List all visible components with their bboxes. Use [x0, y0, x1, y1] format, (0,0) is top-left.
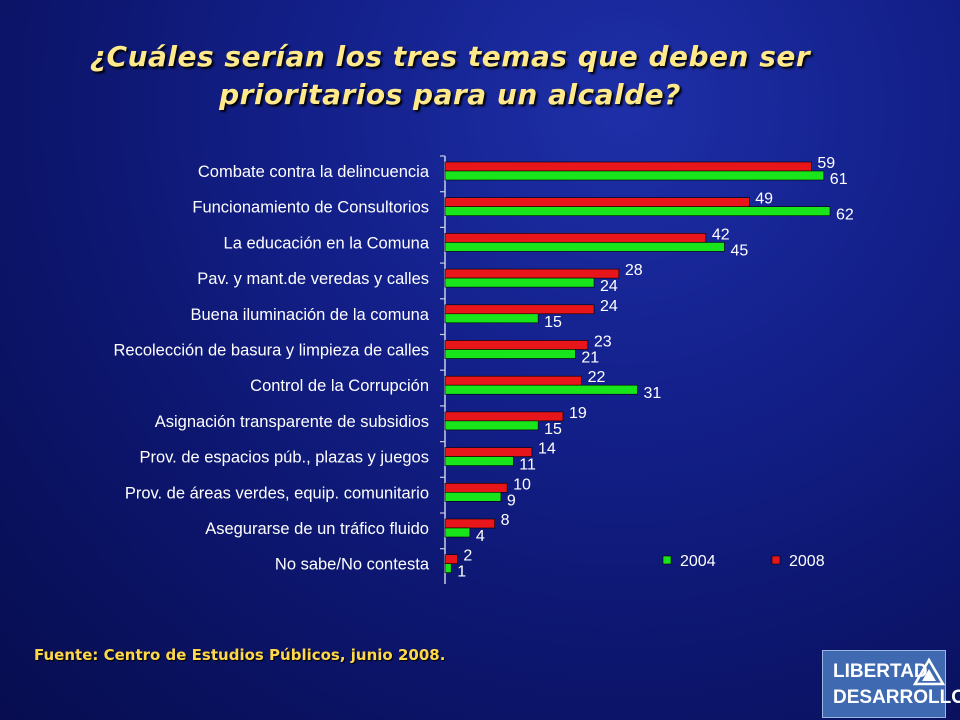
bar-2008: [444, 197, 750, 207]
data-label-2004: 15: [544, 314, 562, 331]
bar-2008: [444, 233, 707, 243]
bar-2008: [444, 375, 582, 386]
legend-swatch-2008: [771, 555, 781, 565]
bar-2008: [444, 340, 589, 350]
bar-2008: [444, 447, 533, 457]
libertad-desarrollo-logo: LIBERTAD DESARROLLO: [822, 650, 960, 718]
bar-2008: [444, 411, 564, 422]
bar-2004: [444, 384, 638, 395]
bar-2008: [444, 482, 508, 493]
category-label: Control de la Corrupción: [250, 377, 429, 395]
bar-2004: [444, 313, 539, 324]
category-label: Asignación transparente de subsidios: [155, 413, 429, 431]
data-label-2008: 14: [538, 441, 556, 458]
logo-emblem-icon: [912, 657, 946, 686]
bar-2004: [444, 242, 725, 252]
data-label-2008: 23: [594, 334, 612, 351]
data-label-2004: 1: [457, 564, 466, 581]
category-label: Pav. y mant.de veredas y calles: [197, 270, 429, 288]
data-label-2008: 19: [569, 405, 587, 422]
category-label: La educación en la Comuna: [224, 234, 430, 252]
bar-2004: [444, 349, 576, 359]
category-label: Asegurarse de un tráfico fluido: [205, 520, 429, 538]
category-label: Combate contra la delincuencia: [198, 163, 430, 181]
bar-2004: [444, 456, 514, 466]
logo-line-1: LIBERTAD: [833, 661, 928, 682]
bar-2004: [444, 491, 502, 502]
data-label-2008: 10: [513, 476, 531, 493]
data-label-2008: 59: [817, 155, 835, 172]
bar-2008: [444, 554, 458, 565]
data-label-2008: 8: [501, 512, 510, 529]
data-label-2008: 24: [600, 298, 618, 315]
data-label-2004: 24: [600, 278, 618, 295]
data-label-2008: 42: [712, 226, 730, 243]
category-label: Recolección de basura y limpieza de call…: [114, 342, 430, 360]
bar-2004: [444, 527, 471, 538]
bar-2004: [444, 206, 831, 216]
data-label-2004: 45: [730, 242, 748, 259]
bar-2004: [444, 420, 539, 431]
bar-2008: [444, 304, 595, 315]
legend-label-2008: 2008: [789, 553, 825, 570]
bar-2004: [444, 170, 825, 181]
chart-title: ¿Cuáles serían los tres temas que deben …: [0, 38, 900, 114]
logo-line-2: DESARROLLO: [833, 687, 960, 708]
legend-swatch-2004: [662, 555, 672, 565]
data-label-2008: 2: [463, 548, 472, 565]
data-label-2004: 4: [476, 528, 485, 545]
title-line-1: ¿Cuáles serían los tres temas que deben …: [89, 40, 811, 73]
bar-2004: [444, 563, 452, 574]
category-label: Prov. de áreas verdes, equip. comunitari…: [125, 484, 429, 502]
data-label-2004: 21: [581, 350, 599, 367]
data-label-2004: 15: [544, 421, 562, 438]
data-label-2004: 31: [644, 385, 662, 402]
category-label: Buena iluminación de la comuna: [191, 306, 430, 324]
data-label-2004: 62: [836, 207, 854, 224]
category-label: Prov. de espacios púb., plazas y juegos: [139, 449, 429, 467]
data-label-2008: 22: [588, 369, 606, 386]
data-label-2008: 28: [625, 262, 643, 279]
bar-2008: [444, 518, 495, 529]
legend-label-2004: 2004: [680, 553, 716, 570]
data-label-2008: 49: [755, 191, 773, 208]
source-note: Fuente: Centro de Estudios Públicos, jun…: [34, 646, 446, 664]
bar-2008: [444, 161, 812, 172]
category-label: Funcionamiento de Consultorios: [192, 199, 429, 217]
data-label-2004: 11: [519, 457, 536, 474]
data-label-2004: 61: [830, 171, 848, 188]
title-line-2: prioritarios para un alcalde?: [219, 78, 681, 111]
data-label-2004: 9: [507, 492, 516, 509]
bar-2004: [444, 277, 595, 288]
bar-2008: [444, 268, 620, 279]
category-label: No sabe/No contesta: [275, 556, 430, 574]
